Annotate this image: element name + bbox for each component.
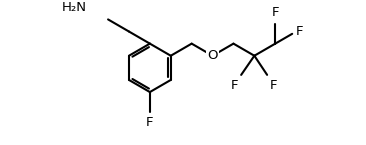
Text: F: F [146,116,154,129]
Text: F: F [231,79,239,92]
Text: F: F [270,79,277,92]
Text: F: F [296,25,304,38]
Text: O: O [207,49,218,62]
Text: H₂N: H₂N [62,1,87,14]
Text: F: F [272,6,279,19]
